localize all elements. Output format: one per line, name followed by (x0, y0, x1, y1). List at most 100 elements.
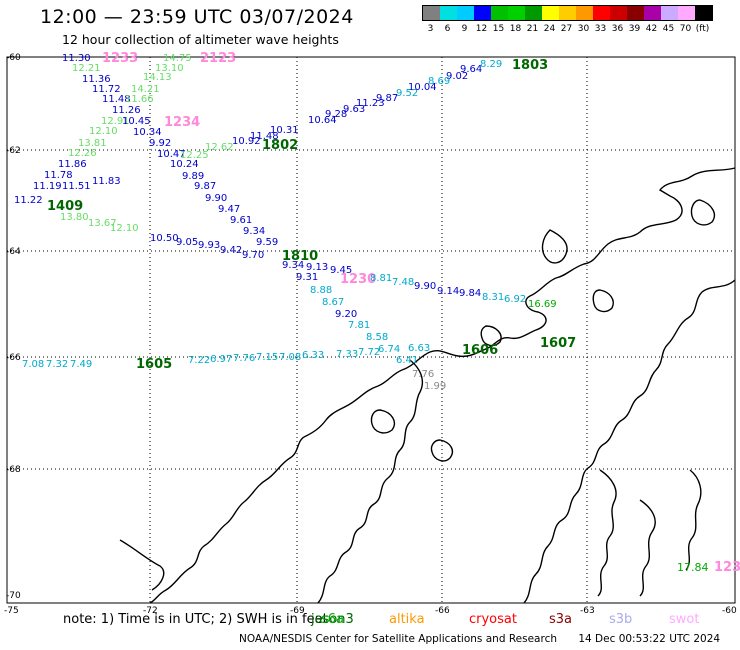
legend-label: 33 (594, 24, 607, 34)
reading: 14.21 (131, 84, 160, 95)
lat-label: -62 (6, 146, 21, 156)
lon-label: -69 (290, 606, 305, 616)
legend-label: 39 (628, 24, 641, 34)
legend-label: 42 (645, 24, 658, 34)
reading: 9.92 (149, 138, 171, 149)
reading: 11.36 (82, 74, 111, 85)
reading: 13.67 (88, 218, 117, 229)
reading: 7.81 (348, 320, 370, 331)
legend-swatch (593, 6, 610, 20)
reading: 11.72 (92, 84, 121, 95)
legend-swatch (474, 6, 491, 20)
reading: 9.87 (194, 181, 216, 192)
reading: 6.33 (302, 350, 324, 361)
reading: 10.04 (408, 82, 437, 93)
pass-label: 1605 (136, 357, 172, 372)
legend-labels: 3 6 9 12 15 18 21 24 27 30 33 36 39 42 4… (422, 24, 713, 34)
reading: 9.20 (335, 309, 357, 320)
reading: 12.10 (110, 223, 139, 234)
reading: 9.47 (218, 204, 240, 215)
sat-tag-altika: altika (389, 612, 425, 627)
reading: 12.62 (205, 142, 234, 153)
reading: 9.70 (242, 250, 264, 261)
reading: 8.31 (482, 292, 504, 303)
note-line: note: 1) Time is in UTC; 2) SWH is in fe… (63, 612, 699, 627)
reading: 7.22 (188, 355, 210, 366)
reading: 11.23 (356, 98, 385, 109)
legend-label: 27 (560, 24, 573, 34)
reading: 8.29 (480, 59, 502, 70)
reading: 16.69 (528, 299, 557, 310)
legend-label: (ft) (695, 24, 710, 34)
reading: 12.26 (68, 148, 97, 159)
reading: 1.99 (424, 381, 446, 392)
legend-swatch (627, 6, 644, 20)
reading: 7.48 (392, 277, 414, 288)
reading: 11.86 (58, 159, 87, 170)
reading: 9.02 (446, 71, 468, 82)
pass-label: 17.84 (677, 561, 709, 574)
reading: 7.33 (336, 349, 358, 360)
legend-swatch (457, 6, 474, 20)
reading: 12.91 (101, 116, 130, 127)
note-text: note: 1) Time is in UTC; 2) SWH is in fe… (63, 612, 328, 627)
reading: 9.89 (182, 171, 204, 182)
reading: 8.88 (310, 285, 332, 296)
reading: 8.81 (370, 273, 392, 284)
lat-label: -60 (6, 53, 21, 63)
pass-label: 1810 (282, 249, 318, 264)
legend-swatch (661, 6, 678, 20)
reading: 6.74 (378, 344, 400, 355)
reading: 11.48 (250, 131, 279, 142)
legend-label: 12 (475, 24, 488, 34)
legend-swatch (542, 6, 559, 20)
reading: 12.25 (180, 150, 209, 161)
lon-label: -60 (722, 606, 737, 616)
reading: 9.52 (396, 88, 418, 99)
pass-label: 1233 (102, 51, 138, 66)
coastline (119, 167, 736, 604)
lon-label: -63 (580, 606, 595, 616)
reading: 9.14 (437, 286, 459, 297)
reading: 11.78 (44, 170, 73, 181)
reading: 11.30 (62, 53, 91, 64)
graticule (7, 57, 735, 603)
map-title: 12:00 — 23:59 UTC 03/07/2024 (40, 6, 354, 28)
lat-label: -64 (6, 247, 21, 257)
legend-label: 36 (611, 24, 624, 34)
lon-axis: -75 -72 -69 -66 -63 -60 (4, 606, 737, 616)
reading: 6.97 (210, 354, 232, 365)
reading: 12.10 (89, 126, 118, 137)
reading: 9.84 (459, 288, 481, 299)
reading: 9.34 (243, 226, 265, 237)
reading: 6.63 (408, 343, 430, 354)
reading: 6.92 (504, 294, 526, 305)
reading: 10.34 (133, 127, 162, 138)
legend-color-bar (422, 5, 713, 21)
legend-swatch (644, 6, 661, 20)
reading: 7.08 (279, 352, 301, 363)
reading: 7.72 (358, 347, 380, 358)
map-subtitle: 12 hour collection of altimeter wave hei… (62, 32, 339, 47)
reading: 9.34 (282, 260, 304, 271)
lon-label: -75 (4, 606, 19, 616)
reading: 7.15 (256, 352, 278, 363)
legend-label: 21 (526, 24, 539, 34)
reading: 9.28 (325, 109, 347, 120)
legend-swatch (559, 6, 576, 20)
reading: 9.93 (198, 240, 220, 251)
footer-source: NOAA/NESDIS Center for Satellite Applica… (239, 633, 557, 645)
legend-label: 18 (509, 24, 522, 34)
reading: 6.41 (396, 355, 418, 366)
reading: 10.45 (122, 116, 151, 127)
reading: 11.48 (102, 94, 131, 105)
reading: 9.45 (330, 265, 352, 276)
reading: 11.51 (62, 181, 91, 192)
reading: 7.49 (70, 359, 92, 370)
reading: 10.24 (170, 159, 199, 170)
reading: 10.64 (308, 115, 337, 126)
legend-label: 24 (543, 24, 556, 34)
pass-labels: 1233 2123 1803 1234 1802 1409 1810 1230 … (47, 51, 740, 575)
wave-readings: 11.30 12.21 14.75 13.10 14.13 11.36 11.7… (14, 53, 557, 392)
legend-label: 3 (427, 24, 434, 34)
